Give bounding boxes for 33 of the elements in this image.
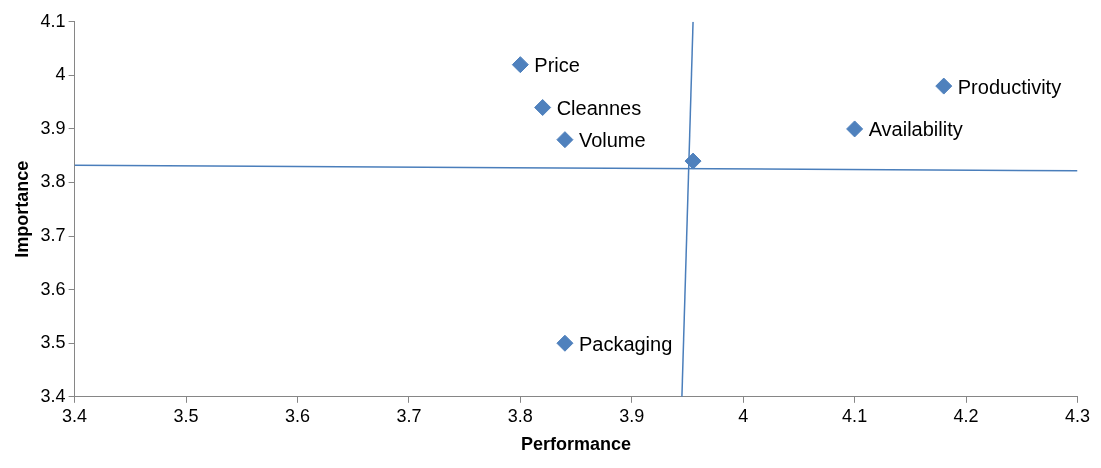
point xyxy=(684,152,702,170)
annotation: Volume xyxy=(578,129,646,152)
annotation: Price xyxy=(534,54,580,77)
x-tick-label: 3.4 xyxy=(62,405,88,426)
y-tick-label: 3.9 xyxy=(40,117,66,138)
point xyxy=(511,56,529,74)
x-tick-label: 4.3 xyxy=(1064,405,1090,426)
annotation: Cleannes xyxy=(556,97,642,120)
y-axis-title: Importance xyxy=(11,160,32,258)
annotation: Productivity xyxy=(957,75,1062,98)
y-tick-label: 3.7 xyxy=(40,225,66,246)
x-axis-title: Performance xyxy=(521,434,632,455)
x-tick-label: 3.9 xyxy=(619,405,645,426)
y-tick-label: 4.1 xyxy=(40,10,66,31)
point xyxy=(534,99,552,117)
annotation: Availability xyxy=(868,118,963,141)
x-tick-label: 4.1 xyxy=(842,405,868,426)
x-tick-label: 3.8 xyxy=(507,405,533,426)
y-tick-label: 3.6 xyxy=(40,278,66,299)
x-tick-label: 3.5 xyxy=(173,405,199,426)
point xyxy=(846,120,864,138)
point xyxy=(935,77,953,95)
annotation: Packaging xyxy=(578,332,673,355)
x-tick-label: 4 xyxy=(738,405,749,426)
x-tick-label: 3.6 xyxy=(284,405,310,426)
y-tick-label: 3.4 xyxy=(40,385,66,406)
y-tick-label: 3.8 xyxy=(40,171,66,192)
y-tick-label: 4 xyxy=(55,64,66,85)
x-tick-label: 3.7 xyxy=(396,405,422,426)
y-tick-label: 3.5 xyxy=(40,332,66,353)
point xyxy=(556,334,574,352)
point xyxy=(556,131,574,149)
x-tick-label: 4.2 xyxy=(953,405,979,426)
